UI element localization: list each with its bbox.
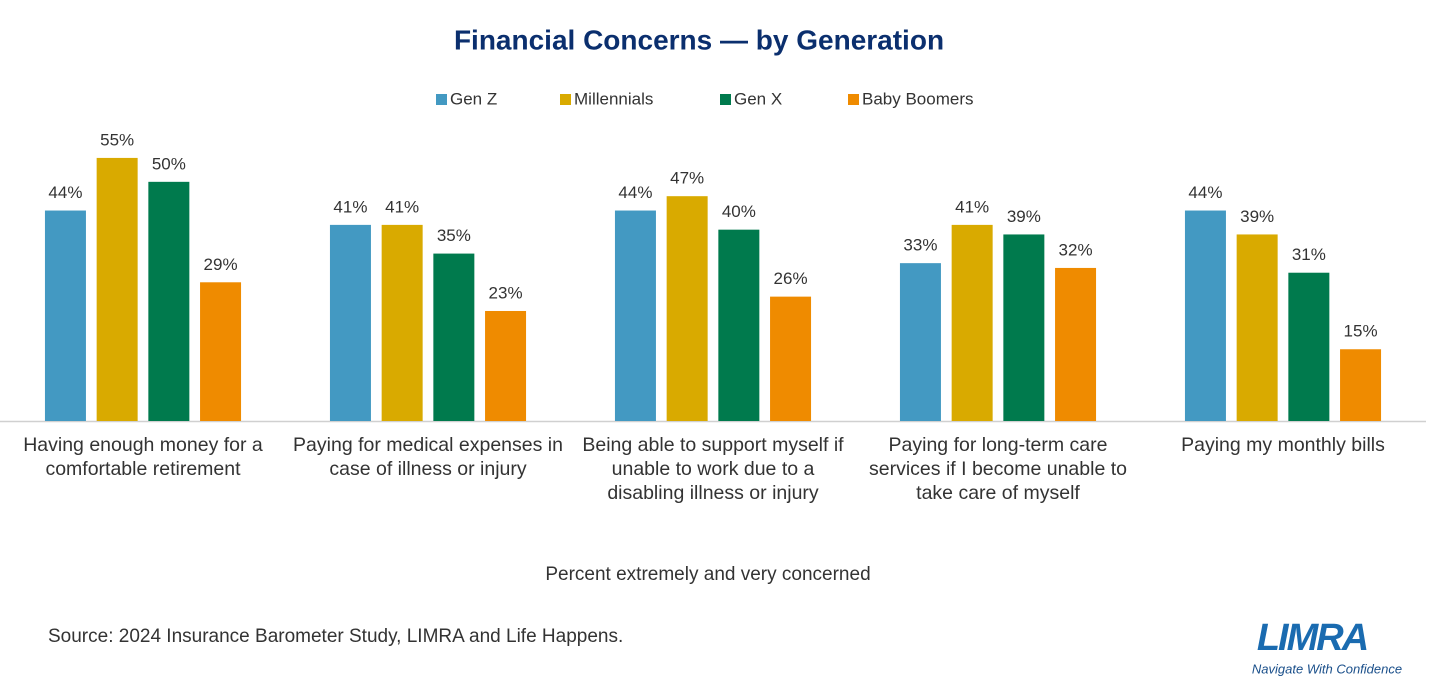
- x-axis-label: Percent extremely and very concerned: [545, 564, 870, 585]
- bar: [614, 210, 656, 421]
- bar: [485, 310, 527, 421]
- legend-swatch: [720, 94, 731, 105]
- bar: [381, 224, 423, 421]
- x-tick-label: Paying for long-term care services if I …: [869, 434, 1127, 504]
- legend-swatch: [436, 94, 447, 105]
- bar: [148, 181, 190, 421]
- data-label: 40%: [722, 202, 756, 221]
- bar: [1288, 272, 1330, 421]
- data-label: 55%: [100, 130, 134, 149]
- bar: [770, 296, 812, 421]
- x-tick-label: Having enough money for a comfortable re…: [23, 434, 263, 480]
- data-label: 44%: [48, 183, 82, 202]
- bar: [44, 210, 86, 421]
- data-label: 39%: [1007, 207, 1041, 226]
- bar: [951, 224, 993, 421]
- data-label: 31%: [1292, 245, 1326, 264]
- data-label: 32%: [1059, 240, 1093, 259]
- data-label: 41%: [955, 197, 989, 216]
- bar: [200, 282, 242, 421]
- data-label: 50%: [152, 154, 186, 173]
- bar: [1184, 210, 1226, 421]
- bar: [1236, 234, 1278, 421]
- data-label: 35%: [437, 226, 471, 245]
- bar: [433, 253, 475, 421]
- data-label: 47%: [670, 169, 704, 188]
- legend-label: Gen X: [734, 89, 782, 108]
- legend-label: Gen Z: [450, 89, 497, 108]
- data-label: 41%: [333, 197, 367, 216]
- bar: [96, 157, 138, 421]
- chart-title: Financial Concerns — by Generation: [454, 24, 944, 55]
- data-label: 15%: [1344, 322, 1378, 341]
- data-label: 41%: [385, 197, 419, 216]
- bar: [666, 196, 708, 421]
- legend-swatch: [848, 94, 859, 105]
- legend-label: Baby Boomers: [862, 89, 974, 108]
- bar: [1340, 349, 1382, 421]
- source-note: Source: 2024 Insurance Barometer Study, …: [48, 626, 623, 647]
- data-label: 33%: [903, 236, 937, 255]
- data-label: 44%: [1188, 183, 1222, 202]
- data-label: 44%: [618, 183, 652, 202]
- bar: [899, 263, 941, 421]
- logo: LIMRA: [1257, 617, 1367, 659]
- legend-swatch: [560, 94, 571, 105]
- data-label: 23%: [489, 283, 523, 302]
- legend-label: Millennials: [574, 89, 653, 108]
- bar: [1003, 234, 1045, 421]
- bar: [329, 224, 371, 421]
- bar: [1055, 267, 1097, 421]
- data-label: 39%: [1240, 207, 1274, 226]
- data-label: 26%: [774, 269, 808, 288]
- bar: [718, 229, 760, 421]
- data-label: 29%: [204, 255, 238, 274]
- x-tick-label: Paying for medical expenses in case of i…: [293, 434, 563, 480]
- x-tick-label: Being able to support myself if unable t…: [582, 434, 844, 504]
- x-tick-label: Paying my monthly bills: [1181, 434, 1385, 456]
- logo-tagline: Navigate With Confidence: [1252, 661, 1402, 676]
